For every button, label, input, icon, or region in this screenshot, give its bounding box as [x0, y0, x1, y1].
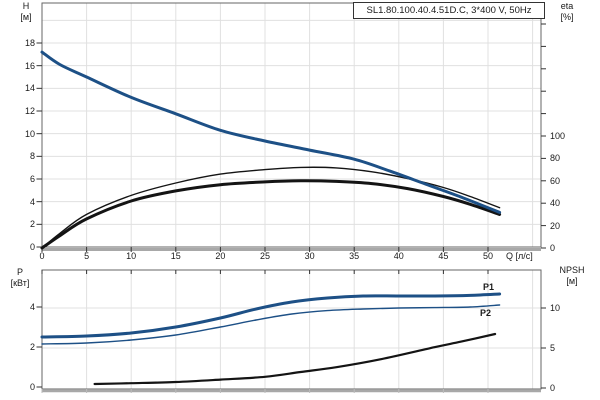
h-axis-title-line2: [м]: [20, 12, 32, 22]
h-axis-title-line1: H: [22, 1, 30, 11]
bottom-chart-frame: [41, 269, 542, 390]
h-tick-label: 8: [29, 151, 35, 162]
curve-eta1: [41, 166, 501, 249]
npsh-tick-label: 5: [550, 343, 556, 353]
top-chart-frame: [41, 2, 542, 248]
q-tick-label: 50: [482, 251, 493, 261]
eta-tick-label: 100: [550, 131, 566, 141]
npsh-axis-title-line2: [м]: [566, 276, 578, 286]
h-tick-label: 12: [24, 106, 35, 116]
h-tick-label: 6: [29, 174, 35, 184]
h-axis-title: H [м]: [12, 1, 40, 23]
p-axis-title-line1: P: [16, 267, 23, 277]
eta-tick-label: 60: [550, 175, 561, 186]
q-tick-label: 35: [349, 251, 360, 261]
curve-H: [40, 50, 502, 214]
p1-curve-label: P1: [483, 282, 495, 292]
p2-curve-label: P2: [480, 308, 492, 318]
p-axis-title-line2: [кВт]: [10, 278, 30, 288]
q-axis-title: Q [л/с]: [506, 251, 533, 261]
eta-tick-label: 20: [550, 220, 561, 231]
npsh-tick-label: 10: [550, 303, 561, 313]
curve-NPSH: [93, 332, 497, 386]
eta-tick-label: 80: [550, 153, 561, 164]
h-tick-label: 16: [24, 60, 35, 71]
q-tick-label: 20: [215, 251, 226, 261]
eta-tick-label: 40: [550, 198, 561, 209]
q-tick-label: 30: [304, 251, 315, 261]
h-tick-label: 4: [29, 196, 35, 207]
h-tick-label: 18: [24, 38, 35, 48]
p-tick-label: 2: [29, 342, 35, 352]
h-tick-label: 2: [29, 219, 35, 230]
q-tick-label: 15: [170, 251, 181, 261]
eta-axis-title-line2: [%]: [560, 12, 574, 22]
h-tick-label: 14: [24, 83, 35, 94]
npsh-axis-title: NPSH [м]: [548, 265, 596, 287]
h-tick-label: 10: [24, 128, 35, 139]
q-tick-label: 25: [259, 251, 270, 261]
curve-P1: [40, 292, 502, 339]
q-tick-label: 45: [438, 251, 449, 261]
npsh-axis-title-line1: NPSH: [559, 265, 585, 275]
eta-tick-label: 0: [550, 243, 556, 253]
npsh-tick-label: 0: [550, 383, 556, 393]
p-axis-title: P [кВт]: [2, 267, 38, 289]
p-tick-label: 0: [29, 382, 35, 392]
h-tick-label: 0: [29, 242, 35, 252]
pump-type-title: SL1.80.100.40.4.51D.C, 3*400 V, 50Hz: [353, 2, 545, 19]
eta-axis-title-line1: eta: [560, 1, 574, 11]
q-tick-label: 5: [84, 251, 90, 261]
eta-axis-title: eta [%]: [551, 1, 583, 23]
p-tick-label: 4: [29, 302, 35, 312]
q-tick-label: 10: [126, 251, 137, 261]
curve-P2: [41, 304, 501, 345]
curve-eta2: [40, 179, 502, 250]
q-tick-label: 40: [393, 251, 404, 261]
q-tick-label: 0: [39, 251, 45, 261]
